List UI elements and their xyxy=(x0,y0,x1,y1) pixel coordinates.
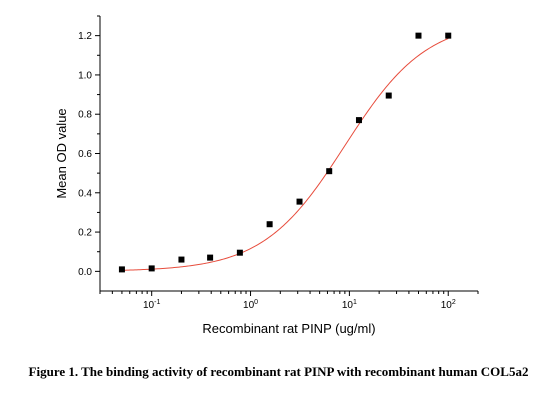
data-point xyxy=(236,249,243,256)
fit-curve-layer xyxy=(121,38,449,271)
data-point xyxy=(296,198,303,205)
y-tick-label: 1.2 xyxy=(78,31,92,42)
y-axis-title: Mean OD value xyxy=(54,108,69,198)
figure-caption: Figure 1. The binding activity of recomb… xyxy=(28,364,529,379)
y-tick-label: 0.4 xyxy=(78,188,92,199)
data-point xyxy=(326,168,333,175)
chart: 0.0 0.2 0.4 0.6 0.8 1.0 1.2 10-1 100 101 102 Mean … xyxy=(54,15,479,336)
fit-curve xyxy=(121,38,449,271)
chart-axes: 0.0 0.2 0.4 0.6 0.8 1.0 1.2 10-1 100 101 102 xyxy=(78,15,479,311)
data-point xyxy=(266,221,273,228)
x-axis-title: Recombinant rat PINP (ug/ml) xyxy=(202,321,375,336)
y-tick-label: 1.0 xyxy=(78,70,92,81)
data-point xyxy=(178,256,185,263)
data-point xyxy=(385,92,392,99)
data-point xyxy=(148,265,155,272)
data-point xyxy=(415,32,422,39)
y-tick-label: 0.6 xyxy=(78,149,92,160)
data-point xyxy=(207,254,214,261)
data-point xyxy=(118,266,125,273)
data-point xyxy=(445,32,452,39)
data-point xyxy=(355,117,362,124)
x-tick-label: 10-1 xyxy=(143,299,160,311)
y-tick-label: 0.8 xyxy=(78,110,92,121)
x-tick-label: 100 xyxy=(243,299,258,311)
x-tick-label: 101 xyxy=(342,299,357,311)
y-tick-label: 0.2 xyxy=(78,228,92,239)
x-tick-label: 102 xyxy=(441,299,456,311)
data-points xyxy=(118,32,452,273)
y-tick-label: 0.0 xyxy=(78,267,92,278)
